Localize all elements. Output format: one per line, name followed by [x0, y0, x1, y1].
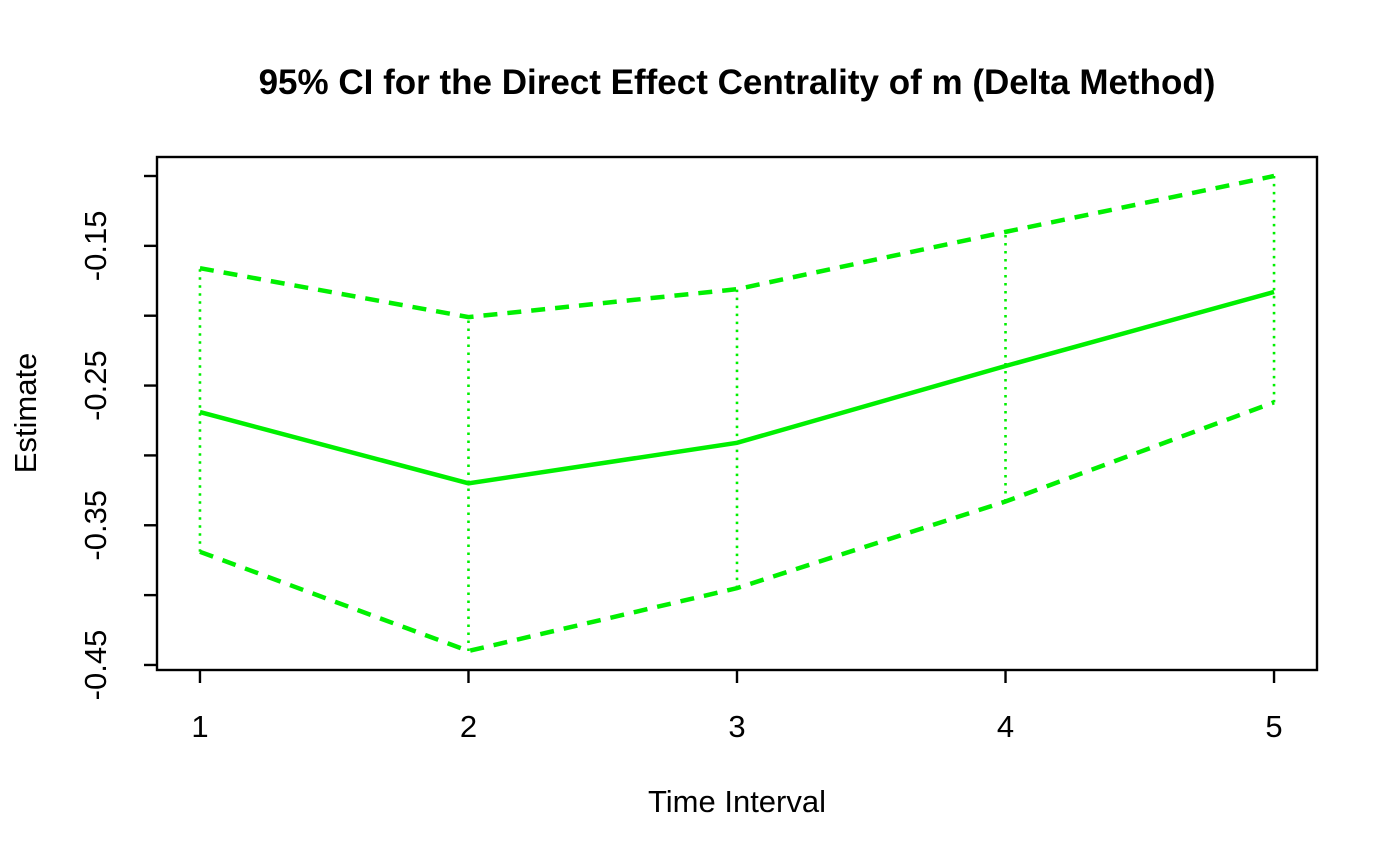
chart-title: 95% CI for the Direct Effect Centrality …: [259, 63, 1216, 102]
x-axis-tick-label: 4: [997, 709, 1014, 744]
y-axis-tick-label: -0.35: [78, 490, 113, 561]
y-axis-label: Estimate: [8, 353, 43, 474]
estimate-line: [199, 289, 1275, 486]
ci-upper-line: [199, 173, 1275, 320]
y-axis-tick-label: -0.15: [78, 211, 113, 282]
plot-area: 1 2 3 4 5 -0.15 -0.25 -0.35 -0.45: [78, 155, 1319, 744]
y-axis-tick-label: -0.25: [78, 350, 113, 421]
ci-lower-line: [199, 400, 1275, 654]
x-axis-tick-label: 3: [728, 709, 745, 744]
y-axis-tick-label: -0.45: [78, 630, 113, 701]
x-axis-tick-label: 1: [191, 709, 208, 744]
x-axis-tick-label: 2: [460, 709, 477, 744]
plot-frame: [155, 155, 1319, 672]
x-axis-tick-label: 5: [1265, 709, 1282, 744]
x-axis-label: Time Interval: [648, 784, 826, 819]
